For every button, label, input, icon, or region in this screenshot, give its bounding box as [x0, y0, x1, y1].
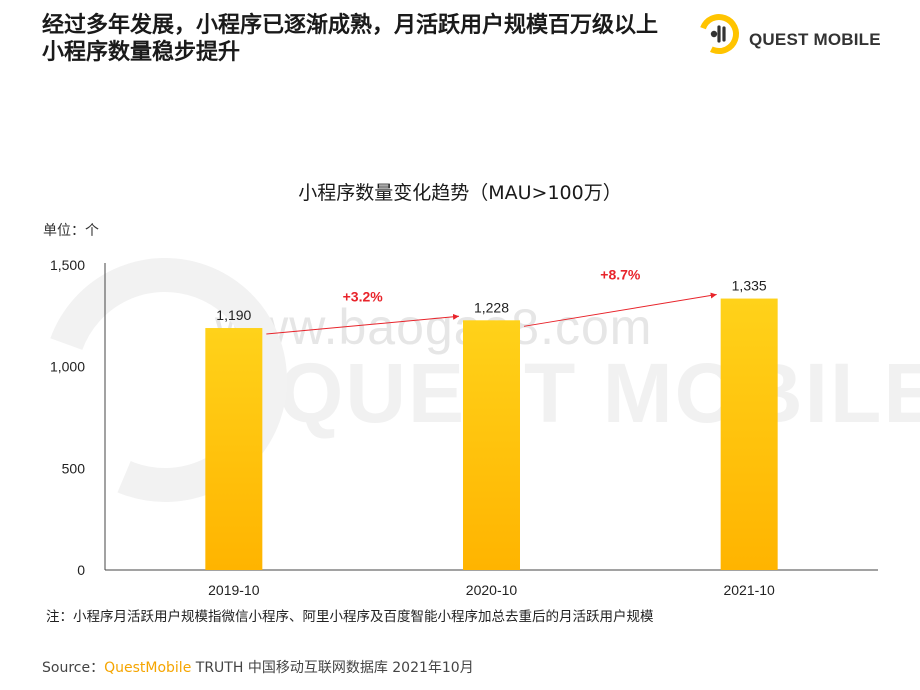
- title-line-1: 经过多年发展，小程序已逐渐成熟，月活跃用户规模百万级以上: [42, 13, 659, 38]
- growth-label: +8.7%: [600, 267, 641, 283]
- logo-text: QUEST MOBILE: [749, 30, 881, 49]
- source-line: Source：QuestMobile TRUTH 中国移动互联网数据库 2021…: [42, 657, 474, 677]
- bar-value-label: 1,228: [474, 299, 509, 315]
- chart-note: 注：小程序月活跃用户规模指微信小程序、阿里小程序及百度智能小程序加总去重后的月活…: [46, 609, 654, 625]
- y-tick-label: 1,000: [50, 359, 85, 375]
- x-tick-label: 2019-10: [208, 582, 260, 598]
- growth-label: +3.2%: [343, 288, 384, 304]
- y-tick-label: 500: [62, 460, 86, 476]
- y-tick-label: 1,500: [50, 257, 85, 273]
- quest-mobile-logo: QUEST MOBILE: [697, 12, 897, 56]
- source-brand: QuestMobile: [104, 660, 192, 676]
- bar-value-label: 1,335: [732, 278, 767, 294]
- bar-2020-10: [463, 320, 520, 570]
- unit-label: 单位：个: [43, 223, 99, 239]
- bar-2019-10: [205, 328, 263, 570]
- growth-arrow: [523, 292, 717, 327]
- chart-title: 小程序数量变化趋势（MAU>100万）: [298, 182, 622, 204]
- bar-2021-10: [720, 298, 778, 570]
- bar-value-label: 1,190: [216, 307, 251, 323]
- watermark-site: www.baogao8.com: [215, 299, 653, 355]
- title-line-2: 小程序数量稳步提升: [42, 40, 241, 65]
- source-prefix: Source：: [42, 660, 105, 676]
- page-title: 经过多年发展，小程序已逐渐成熟，月活跃用户规模百万级以上 小程序数量稳步提升: [42, 12, 702, 66]
- source-rest: TRUTH 中国移动互联网数据库 2021年10月: [191, 660, 474, 676]
- quest-mobile-logo-icon: [699, 14, 739, 54]
- watermark-brand: QUEST MOBILE: [278, 346, 920, 440]
- growth-arrow: [266, 313, 460, 335]
- y-tick-label: 0: [77, 562, 85, 578]
- x-tick-label: 2021-10: [723, 582, 775, 598]
- x-tick-label: 2020-10: [466, 582, 518, 598]
